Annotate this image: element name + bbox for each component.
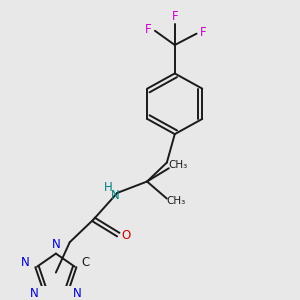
Text: H: H xyxy=(104,181,113,194)
Text: CH₃: CH₃ xyxy=(166,196,185,206)
Text: O: O xyxy=(122,229,131,242)
Text: C: C xyxy=(82,256,90,269)
Text: F: F xyxy=(172,10,178,23)
Text: N: N xyxy=(30,287,39,300)
Text: CH₃: CH₃ xyxy=(168,160,188,170)
Text: F: F xyxy=(200,26,207,39)
Text: N: N xyxy=(52,238,60,250)
Text: N: N xyxy=(73,287,82,300)
Text: F: F xyxy=(145,23,151,36)
Text: N: N xyxy=(111,189,120,202)
Text: N: N xyxy=(21,256,29,269)
